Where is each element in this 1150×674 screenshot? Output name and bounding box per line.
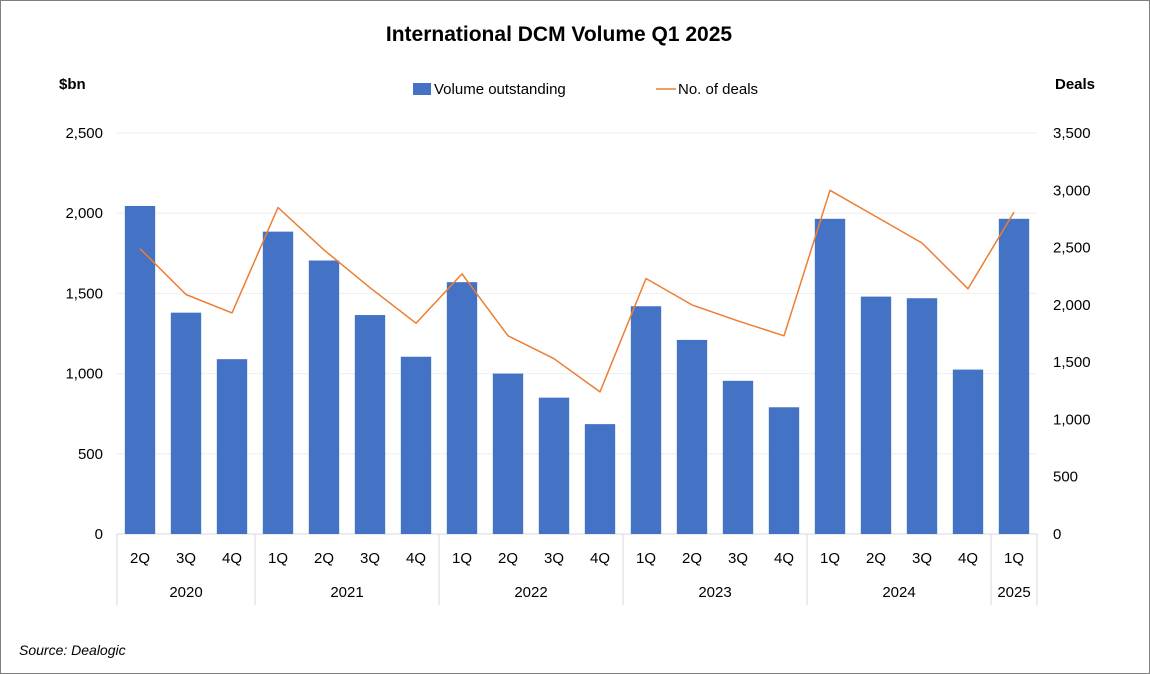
right-tick-label: 0 xyxy=(1053,526,1061,543)
right-tick-label: 3,500 xyxy=(1053,125,1091,142)
quarter-label: 3Q xyxy=(912,550,932,567)
volume-bar xyxy=(676,339,708,534)
chart-title: International DCM Volume Q1 2025 xyxy=(386,23,733,46)
gridlines xyxy=(117,132,1037,535)
quarter-label: 2Q xyxy=(682,550,702,567)
legend-bar-swatch xyxy=(413,83,431,95)
quarter-label: 2Q xyxy=(498,550,518,567)
quarter-label: 2Q xyxy=(866,550,886,567)
right-axis: 0 500 1,000 1,500 2,000 2,500 3,000 3,500 xyxy=(1053,125,1091,543)
volume-bar xyxy=(630,306,662,534)
quarter-label: 4Q xyxy=(958,550,978,567)
volume-bar xyxy=(354,315,386,534)
legend-line-label: No. of deals xyxy=(678,81,758,98)
right-axis-title: Deals xyxy=(1055,76,1095,93)
year-label: 2025 xyxy=(997,584,1030,601)
quarter-label: 3Q xyxy=(360,550,380,567)
quarter-label: 2Q xyxy=(314,550,334,567)
volume-bar xyxy=(446,282,478,534)
volume-bar xyxy=(262,231,294,534)
quarter-label: 4Q xyxy=(222,550,242,567)
x-axis: 2Q 3Q 4Q 1Q 2Q 3Q 4Q 1Q 2Q 3Q 4Q 1Q 2Q 3Q 4Q 1Q 2Q 3Q 4Q 1Q… xyxy=(116,534,1038,605)
quarter-label: 1Q xyxy=(820,550,840,567)
quarter-label: 1Q xyxy=(268,550,288,567)
left-tick-label: 500 xyxy=(78,446,103,463)
quarter-label: 1Q xyxy=(1004,550,1024,567)
volume-bar xyxy=(768,407,800,534)
right-tick-label: 1,000 xyxy=(1053,411,1091,428)
volume-bar xyxy=(860,296,892,534)
right-tick-label: 3,000 xyxy=(1053,182,1091,199)
year-label: 2023 xyxy=(698,584,731,601)
volume-bar xyxy=(906,298,938,534)
volume-bar xyxy=(722,380,754,534)
right-tick-label: 2,500 xyxy=(1053,240,1091,257)
line-series xyxy=(139,189,1015,393)
year-label: 2020 xyxy=(169,584,202,601)
legend: Volume outstanding No. of deals xyxy=(413,81,758,98)
left-tick-label: 1,500 xyxy=(65,285,103,302)
right-tick-label: 1,500 xyxy=(1053,354,1091,371)
right-tick-label: 2,000 xyxy=(1053,297,1091,314)
volume-bar xyxy=(492,373,524,534)
quarter-label: 3Q xyxy=(176,550,196,567)
quarter-label: 3Q xyxy=(728,550,748,567)
volume-bar xyxy=(170,312,202,534)
quarter-label: 1Q xyxy=(452,550,472,567)
left-tick-label: 2,000 xyxy=(65,205,103,222)
quarter-label: 4Q xyxy=(590,550,610,567)
left-axis: 0 500 1,000 1,500 2,000 2,500 xyxy=(65,125,103,543)
year-label: 2022 xyxy=(514,584,547,601)
volume-bar xyxy=(814,218,846,534)
volume-bar xyxy=(998,218,1030,534)
deals-line xyxy=(139,189,1015,393)
left-tick-label: 1,000 xyxy=(65,366,103,383)
quarter-label: 3Q xyxy=(544,550,564,567)
left-tick-label: 2,500 xyxy=(65,125,103,142)
legend-bar-label: Volume outstanding xyxy=(434,81,566,98)
volume-bar xyxy=(400,356,432,534)
volume-bar xyxy=(308,260,340,534)
volume-bar xyxy=(952,369,984,534)
bar-series xyxy=(124,205,1030,534)
quarter-label: 4Q xyxy=(774,550,794,567)
quarter-label: 1Q xyxy=(636,550,656,567)
volume-bar xyxy=(216,359,248,534)
source-note: Source: Dealogic xyxy=(19,642,126,658)
left-tick-label: 0 xyxy=(95,526,103,543)
year-label: 2024 xyxy=(882,584,915,601)
volume-bar xyxy=(124,205,156,534)
quarter-label: 4Q xyxy=(406,550,426,567)
volume-bar xyxy=(538,397,570,534)
volume-bar xyxy=(584,424,616,534)
quarter-label: 2Q xyxy=(130,550,150,567)
left-axis-title: $bn xyxy=(59,76,86,93)
year-label: 2021 xyxy=(330,584,363,601)
right-tick-label: 500 xyxy=(1053,469,1078,486)
